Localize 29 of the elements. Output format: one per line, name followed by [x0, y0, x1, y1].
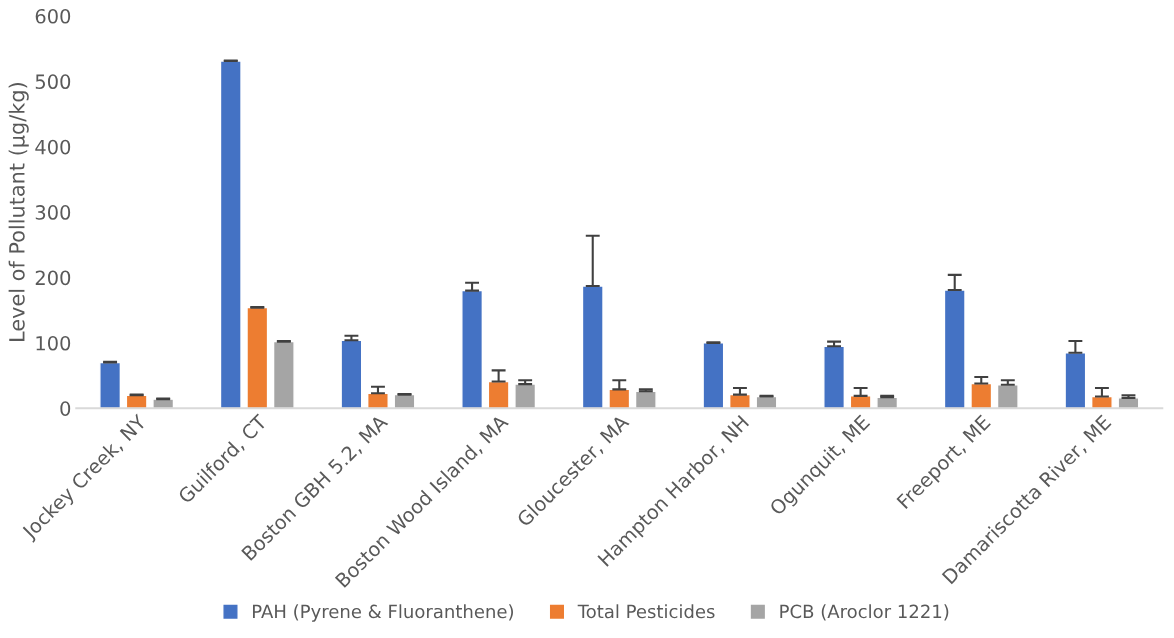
- bar: [1064, 352, 1087, 409]
- bar: [634, 390, 657, 409]
- y-tick-label: 100: [36, 335, 71, 351]
- bar: [219, 60, 242, 409]
- bar: [581, 285, 604, 409]
- bar: [461, 289, 484, 409]
- y-tick-label: 500: [35, 74, 71, 90]
- y-tick-label: 400: [35, 139, 71, 155]
- bar: [608, 388, 631, 409]
- bar: [367, 392, 389, 409]
- bar: [340, 339, 363, 409]
- bar: [943, 289, 966, 409]
- y-tick-label: 300: [35, 205, 71, 220]
- bar: [487, 380, 510, 409]
- y-tick-label: 600: [35, 8, 71, 24]
- bar: [514, 383, 537, 409]
- bar: [272, 340, 295, 409]
- legend-label: PAH (Pyrene & Fluoranthene): [253, 604, 513, 622]
- bar: [970, 382, 993, 409]
- y-axis-title: Level of Pollutant (µg/kg): [8, 83, 29, 341]
- y-tick-label: 200: [35, 270, 71, 286]
- bar: [823, 345, 846, 409]
- bar: [99, 361, 122, 409]
- bar: [246, 306, 269, 409]
- legend-label: PCB (Aroclor 1221): [780, 604, 949, 621]
- y-tick-label: 0: [60, 401, 71, 416]
- bar: [996, 384, 1019, 409]
- bar: [702, 342, 725, 409]
- legend-label: Total Pesticides: [577, 604, 715, 619]
